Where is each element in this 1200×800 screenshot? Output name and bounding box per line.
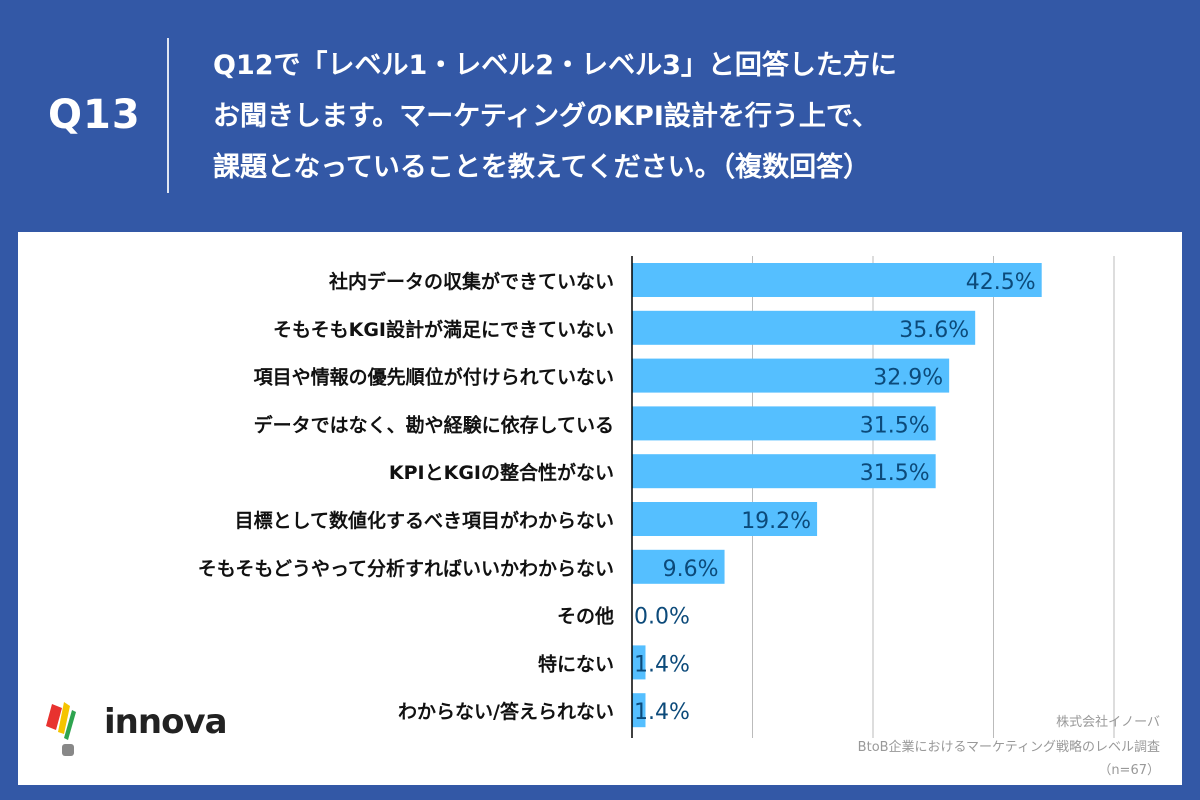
- bar: [632, 549, 725, 584]
- value-label: 35.6%: [899, 318, 969, 343]
- value-label: 31.5%: [860, 413, 930, 438]
- category-label: 項目や情報の優先順位が付けられていない: [254, 366, 614, 389]
- bar: [632, 454, 936, 489]
- value-label: 0.0%: [634, 605, 690, 630]
- category-label: 目標として数値化するべき項目がわからない: [235, 509, 614, 532]
- sample-size: （n=67）: [1098, 763, 1160, 778]
- bar: [632, 502, 818, 536]
- category-label: データではなく、勘や経験に依存している: [254, 413, 614, 436]
- bar: [632, 693, 646, 728]
- category-label: その他: [557, 605, 614, 628]
- value-label: 32.9%: [873, 366, 943, 391]
- logo-icon: [46, 702, 76, 756]
- category-label: わからない/答えられない: [398, 700, 614, 723]
- bar: [632, 358, 950, 393]
- value-label: 19.2%: [741, 509, 811, 534]
- logo-text: innova: [104, 702, 228, 742]
- bar: [632, 263, 1042, 297]
- bar: [632, 645, 646, 680]
- question-line: お聞きします。マーケティングのKPI設計を行う上で、: [213, 101, 879, 132]
- bar: [632, 310, 976, 345]
- category-label: KPIとKGIの整合性がない: [389, 461, 614, 484]
- value-label: 42.5%: [966, 270, 1036, 295]
- question-line: 課題となっていることを教えてください。（複数回答）: [213, 152, 871, 183]
- value-label: 1.4%: [634, 652, 690, 677]
- source-survey: BtoB企業におけるマーケティング戦略のレベル調査: [857, 740, 1160, 755]
- divider: [167, 38, 169, 193]
- value-label: 1.4%: [634, 700, 690, 725]
- innova-logo: innova: [38, 700, 228, 760]
- question-text: Q12で「レベル1・レベル2・レベル3」と回答した方に お聞きします。マーケティ…: [213, 40, 1173, 193]
- category-label: そもそもどうやって分析すればいいかわからない: [198, 557, 614, 580]
- category-label: そもそもKGI設計が満足にできていない: [273, 318, 614, 341]
- value-label: 9.6%: [663, 557, 719, 582]
- value-label: 31.5%: [860, 461, 930, 486]
- source-company: 株式会社イノーバ: [1056, 715, 1160, 730]
- category-label: 特にない: [538, 653, 614, 675]
- question-number: Q13: [48, 92, 141, 138]
- category-label: 社内データの収集ができていない: [328, 270, 614, 293]
- bar: [632, 406, 936, 441]
- question-line: Q12で「レベル1・レベル2・レベル3」と回答した方に: [213, 50, 897, 81]
- chart-card: [18, 232, 1182, 785]
